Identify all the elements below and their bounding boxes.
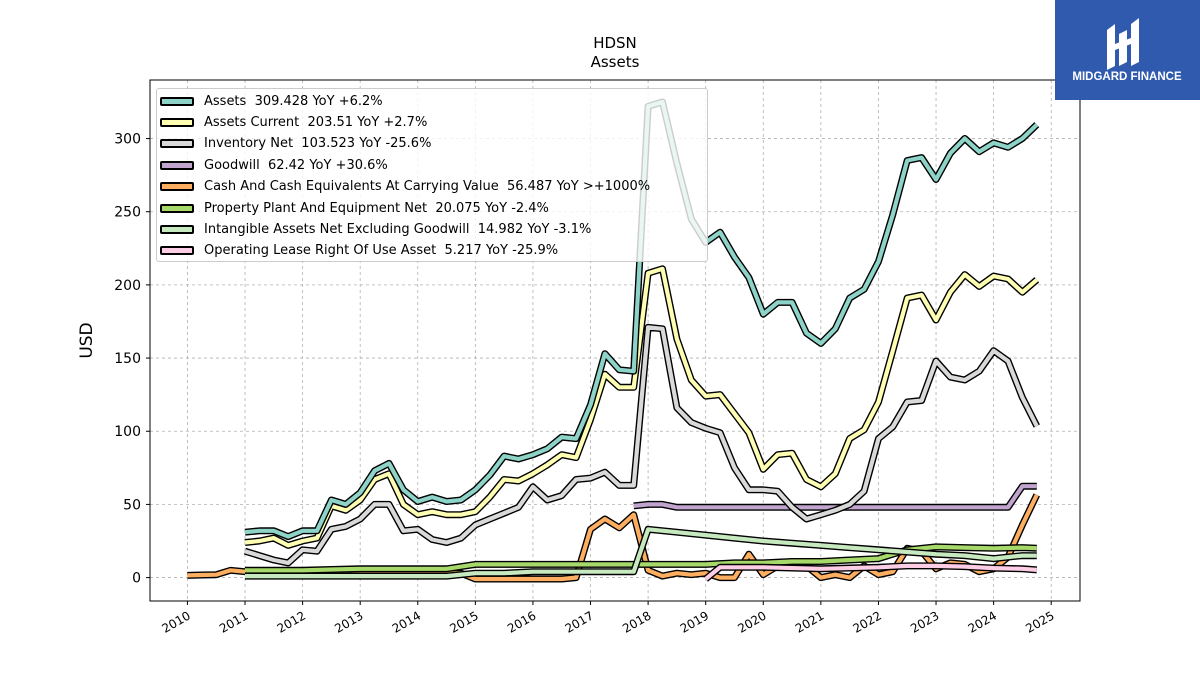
series-line [244,325,1039,565]
x-tick-label: 2021 [793,608,826,635]
logo-icon: MIDGARD FINANCE [1055,0,1200,100]
chart-subtitle: Assets [591,53,640,71]
legend-swatch [160,139,194,149]
legend-label: Cash And Cash Equivalents At Carrying Va… [204,179,651,195]
series-line [704,563,1037,581]
y-tick-label: 200 [114,278,141,294]
legend-item: Property Plant And Equipment Net 20.075 … [157,199,549,217]
chart-legend: Assets 309.428 YoY +6.2% Assets Current 2… [156,88,708,262]
legend-label: Assets 309.428 YoY +6.2% [204,93,383,109]
y-tick-label: 0 [132,571,141,587]
midgard-finance-logo: MIDGARD FINANCE [1055,0,1200,100]
y-axis-label: USD [77,322,97,358]
legend-label: Intangible Assets Net Excluding Goodwill… [204,221,592,237]
chart-title: HDSN [593,34,637,52]
legend-label: Property Plant And Equipment Net 20.075 … [204,200,549,216]
x-tick-label: 2018 [620,608,653,635]
x-tick-label: 2012 [275,608,308,635]
logo-background [1055,0,1200,100]
legend-item: Assets Current 203.51 YoY +2.7% [157,113,427,131]
legend-label: Operating Lease Right Of Use Asset 5.217… [204,243,559,259]
series-line-outline [633,482,1037,511]
series-line [244,266,1039,548]
plot-frame [149,79,1081,602]
y-tick-label: 100 [114,424,141,440]
series-line [245,527,1037,579]
x-tick-label: 2016 [505,608,538,635]
x-tick-label: 2024 [966,608,999,635]
series-line [633,484,1037,510]
legend-label: Inventory Net 103.523 YoY -25.6% [204,136,432,152]
series-line [245,544,1037,573]
legend-swatch [160,203,194,213]
y-tick-label: 250 [114,205,141,221]
y-tick-label: 150 [114,351,141,367]
x-tick-label: 2010 [159,608,192,635]
legend-swatch [160,96,194,106]
legend-item: Operating Lease Right Of Use Asset 5.217… [157,242,558,260]
legend-item: Intangible Assets Net Excluding Goodwill… [157,220,591,238]
legend-swatch [160,117,194,127]
legend-swatch [160,182,194,192]
x-tick-label: 2011 [217,608,250,635]
x-tick-label: 2014 [390,608,423,635]
legend-item: Goodwill 62.42 YoY +30.6% [157,156,388,174]
y-tick-label: 50 [123,497,141,513]
x-tick-label: 2025 [1023,608,1056,635]
legend-item: Inventory Net 103.523 YoY -25.6% [157,135,431,153]
y-tick-label: 300 [114,132,141,148]
x-tick-label: 2013 [332,608,365,635]
series-line-outline [243,323,1040,567]
x-tick-label: 2019 [678,608,711,635]
x-tick-label: 2017 [563,608,596,635]
x-tick-label: 2023 [908,608,941,635]
x-tick-label: 2020 [735,608,768,635]
legend-item: Cash And Cash Equivalents At Carrying Va… [157,178,650,196]
logo-brand-text: MIDGARD FINANCE [1072,71,1182,83]
x-tick-label: 2022 [850,608,883,635]
legend-label: Goodwill 62.42 YoY +30.6% [204,157,388,173]
x-tick-label: 2015 [447,608,480,635]
legend-swatch [160,246,194,256]
legend-swatch [160,224,194,234]
legend-swatch [160,160,194,170]
legend-label: Assets Current 203.51 YoY +2.7% [204,114,428,130]
legend-item: Assets 309.428 YoY +6.2% [157,92,383,110]
logo-mark [1107,18,1139,70]
